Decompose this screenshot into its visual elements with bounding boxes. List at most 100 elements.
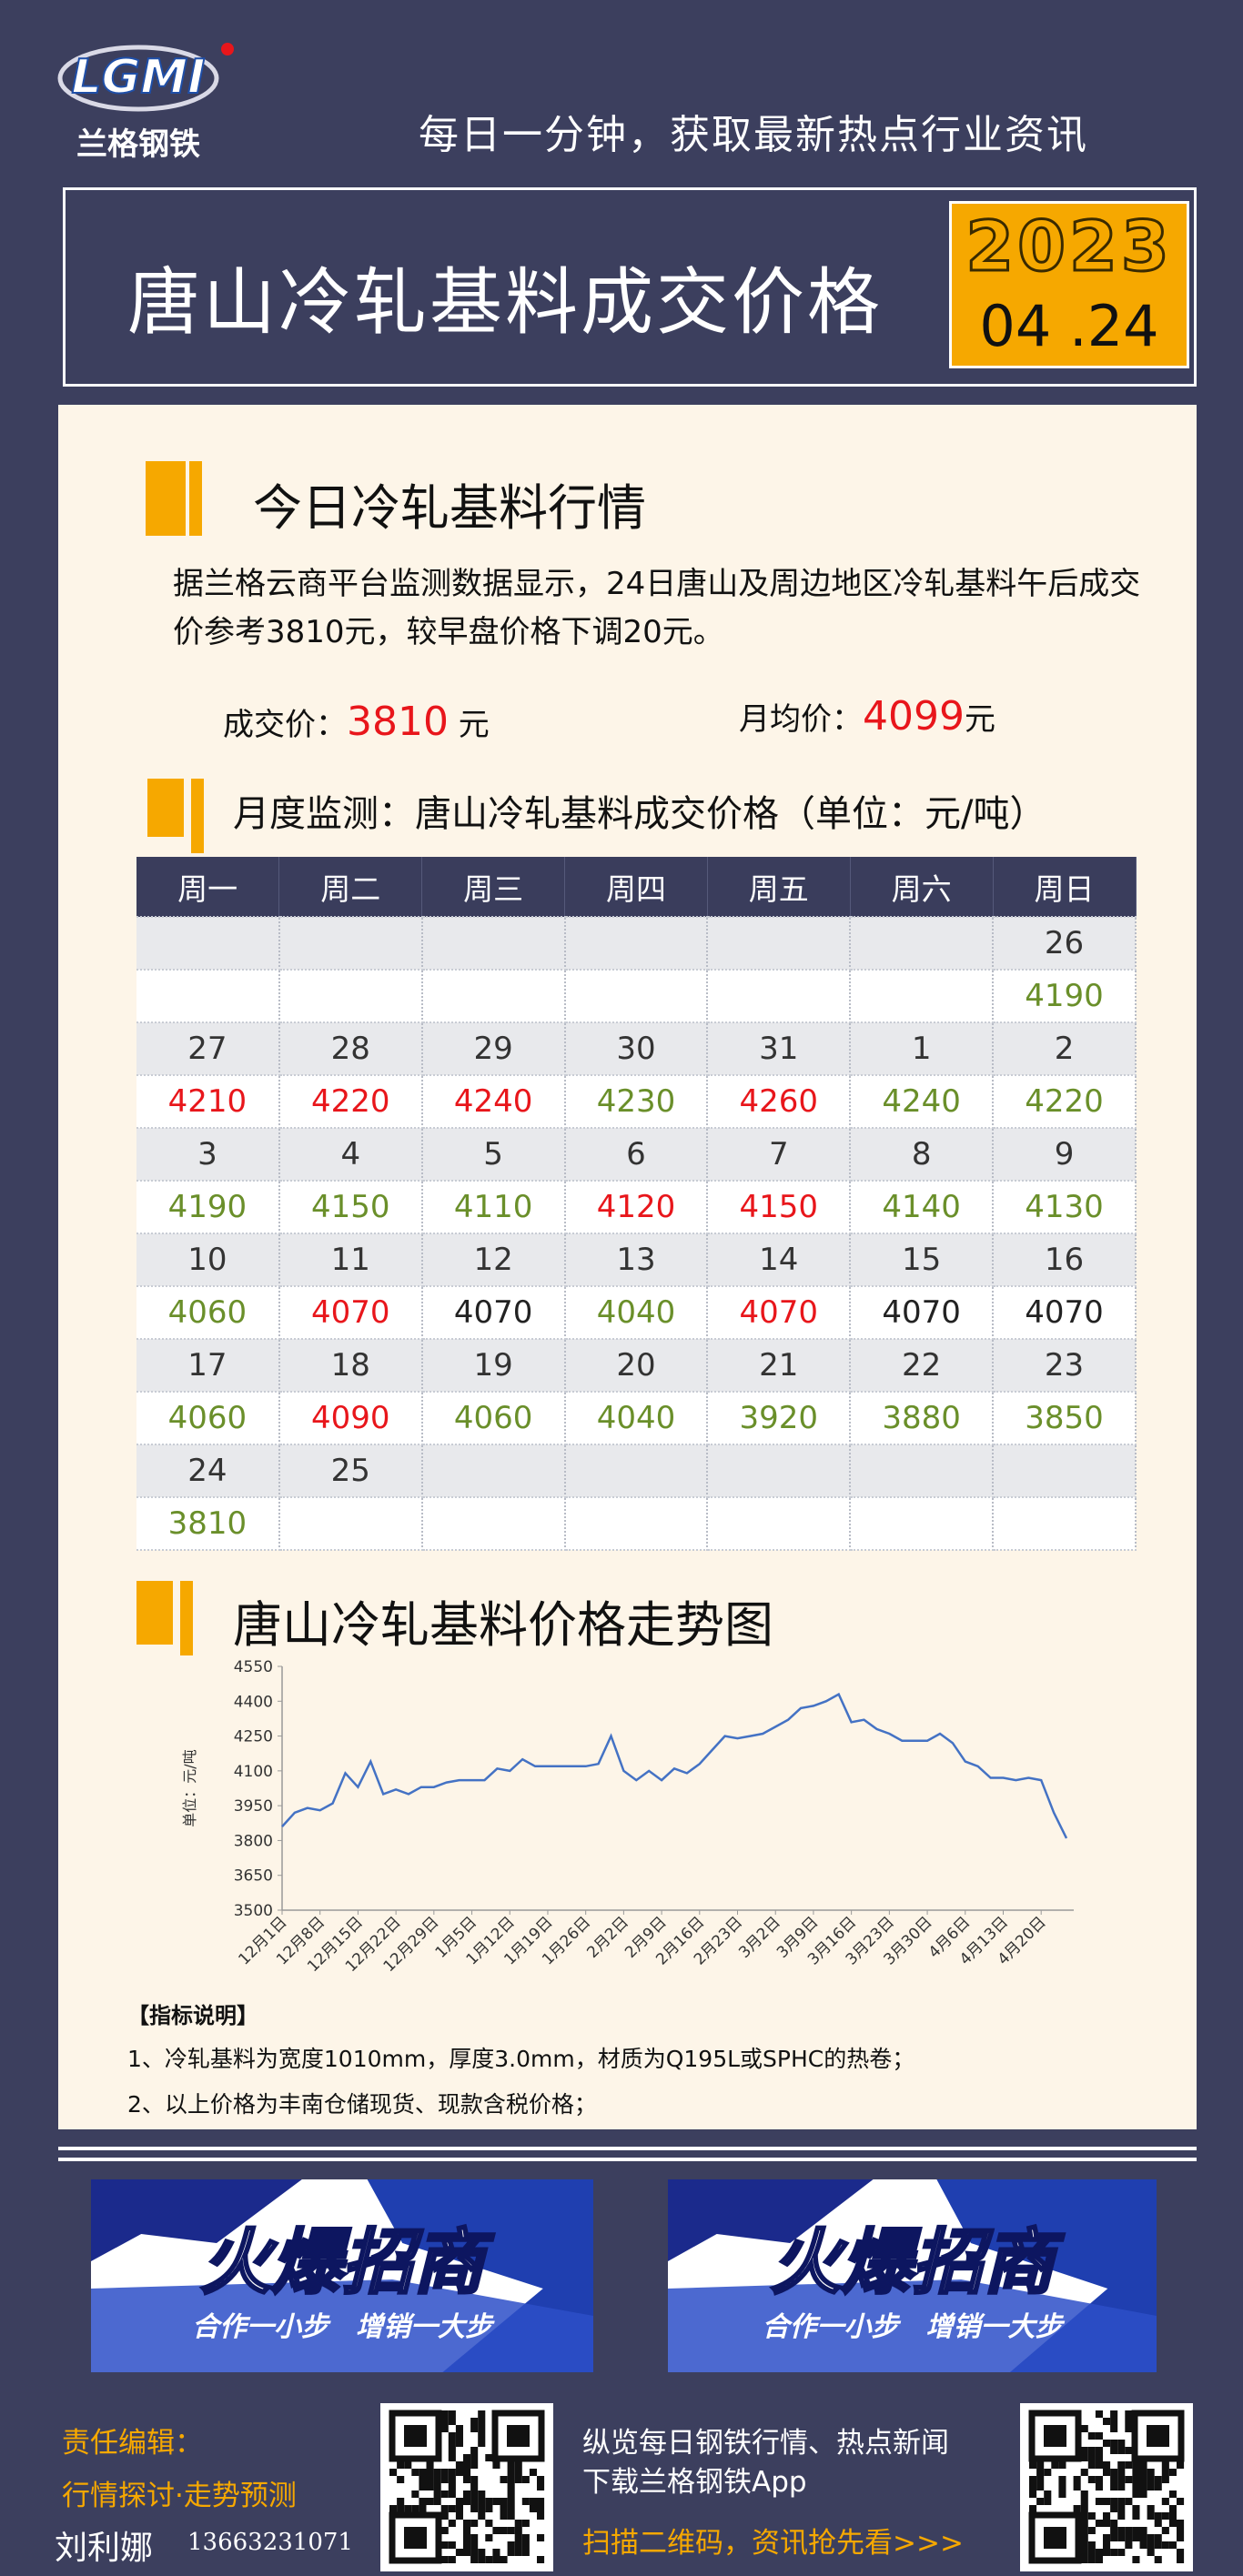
qr-module: [1095, 2483, 1103, 2490]
price-cell: [993, 1497, 1137, 1551]
qr-finder: [491, 2410, 545, 2462]
qr-module: [1095, 2498, 1103, 2505]
qr-module: [1036, 2498, 1045, 2505]
day-cell: [421, 1444, 566, 1498]
price-cell: [850, 1497, 995, 1551]
qr-module: [1154, 2556, 1162, 2563]
price-cell: 4220: [993, 1075, 1137, 1129]
price-cell: 4260: [707, 1075, 852, 1129]
qr-module: [448, 2469, 456, 2476]
qr-module: [1087, 2512, 1096, 2520]
qr-module: [463, 2461, 471, 2469]
price-cell: 4040: [564, 1392, 709, 1445]
day-cell: 7: [707, 1128, 852, 1182]
qr-module: [448, 2454, 456, 2461]
qr-module: [1073, 2483, 1081, 2490]
qr-module: [478, 2440, 486, 2447]
qr-module: [470, 2541, 479, 2549]
qr-module: [537, 2534, 545, 2541]
qr-module: [537, 2556, 545, 2563]
qr-module: [1168, 2520, 1177, 2527]
qr-module: [411, 2469, 419, 2476]
day-cell: 16: [993, 1233, 1137, 1287]
qr-module: [521, 2498, 530, 2505]
separator: [58, 2158, 1197, 2161]
qr-module: [1080, 2541, 1088, 2549]
qr-module: [1154, 2512, 1162, 2520]
title-box: [63, 187, 1197, 387]
price-cell: [421, 1497, 566, 1551]
price-cell: 4110: [421, 1181, 566, 1234]
qr-finder: [389, 2410, 442, 2462]
day-cell: 1: [850, 1022, 995, 1076]
qr-module: [1125, 2498, 1133, 2505]
qr-module: [1154, 2476, 1162, 2483]
qr-module: [514, 2527, 522, 2534]
qr-module: [1132, 2527, 1140, 2534]
trend-chart: 35003650380039504100425044004550单位：元/吨12…: [181, 1658, 1074, 1976]
qr-module: [448, 2505, 456, 2512]
qr-module: [470, 2520, 479, 2527]
deal-label: 成交价：: [223, 707, 347, 743]
qr-module: [500, 2527, 508, 2534]
qr-module: [1103, 2418, 1111, 2425]
qr-module: [1095, 2556, 1103, 2563]
separator: [58, 2147, 1197, 2150]
qr-finder: [404, 2425, 427, 2447]
qr-module: [492, 2527, 500, 2534]
qr-module: [507, 2483, 515, 2490]
price-cell: 4230: [564, 1075, 709, 1129]
y-tick-label: 4550: [234, 1658, 273, 1676]
qr-module: [1117, 2527, 1126, 2534]
qr-module: [1103, 2469, 1111, 2476]
qr-module: [1139, 2490, 1147, 2498]
qr-module: [1177, 2549, 1185, 2556]
qr-module: [492, 2556, 500, 2563]
price-cell: [850, 970, 995, 1023]
qr-module: [463, 2541, 471, 2549]
qr-module: [397, 2476, 405, 2483]
qr-module: [1073, 2476, 1081, 2483]
x-tick-label: 3月2日: [735, 1913, 783, 1961]
section-title: 今日冷轧基料行情: [253, 479, 646, 537]
qr-module: [1029, 2476, 1037, 2483]
qr-module: [507, 2498, 515, 2505]
day-cell: [707, 917, 852, 971]
qr-module: [1110, 2505, 1118, 2512]
y-tick-label: 3800: [234, 1832, 273, 1850]
section-marker: [146, 461, 202, 536]
qr-module: [397, 2461, 405, 2469]
qr-module: [463, 2534, 471, 2541]
price-cell: 4060: [136, 1392, 280, 1445]
qr-module: [1044, 2490, 1052, 2498]
qr-module: [1117, 2440, 1126, 2447]
y-axis-label: 单位：元/吨: [181, 1749, 198, 1826]
qr-module: [1154, 2541, 1162, 2549]
date-year: 2023: [965, 205, 1173, 288]
notes-title: 【指标说明】: [127, 2003, 258, 2028]
qr-module: [1110, 2425, 1118, 2432]
qr-module: [470, 2498, 479, 2505]
footer-cta: 扫描二维码，资讯抢先看>>>: [582, 2527, 964, 2560]
qr-module: [507, 2476, 515, 2483]
weekday-header: 周四: [564, 857, 708, 918]
day-cell: [136, 917, 280, 971]
qr-module: [507, 2527, 515, 2534]
qr-module: [529, 2505, 537, 2512]
qr-module: [521, 2476, 530, 2483]
price-cell: 4210: [136, 1075, 280, 1129]
qr-module: [1080, 2498, 1088, 2505]
price-cell: [278, 970, 423, 1023]
qr-code: [1020, 2403, 1193, 2571]
qr-module: [419, 2469, 427, 2476]
qr-module: [470, 2447, 479, 2454]
header-row: 周一 周二 周三 周四 周五 周六 周日: [136, 857, 1137, 918]
qr-module: [1080, 2512, 1088, 2520]
price-cell: [564, 970, 709, 1023]
qr-module: [529, 2498, 537, 2505]
qr-module: [537, 2476, 545, 2483]
qr-module: [1087, 2527, 1096, 2534]
qr-module: [1095, 2476, 1103, 2483]
qr-module: [470, 2505, 479, 2512]
